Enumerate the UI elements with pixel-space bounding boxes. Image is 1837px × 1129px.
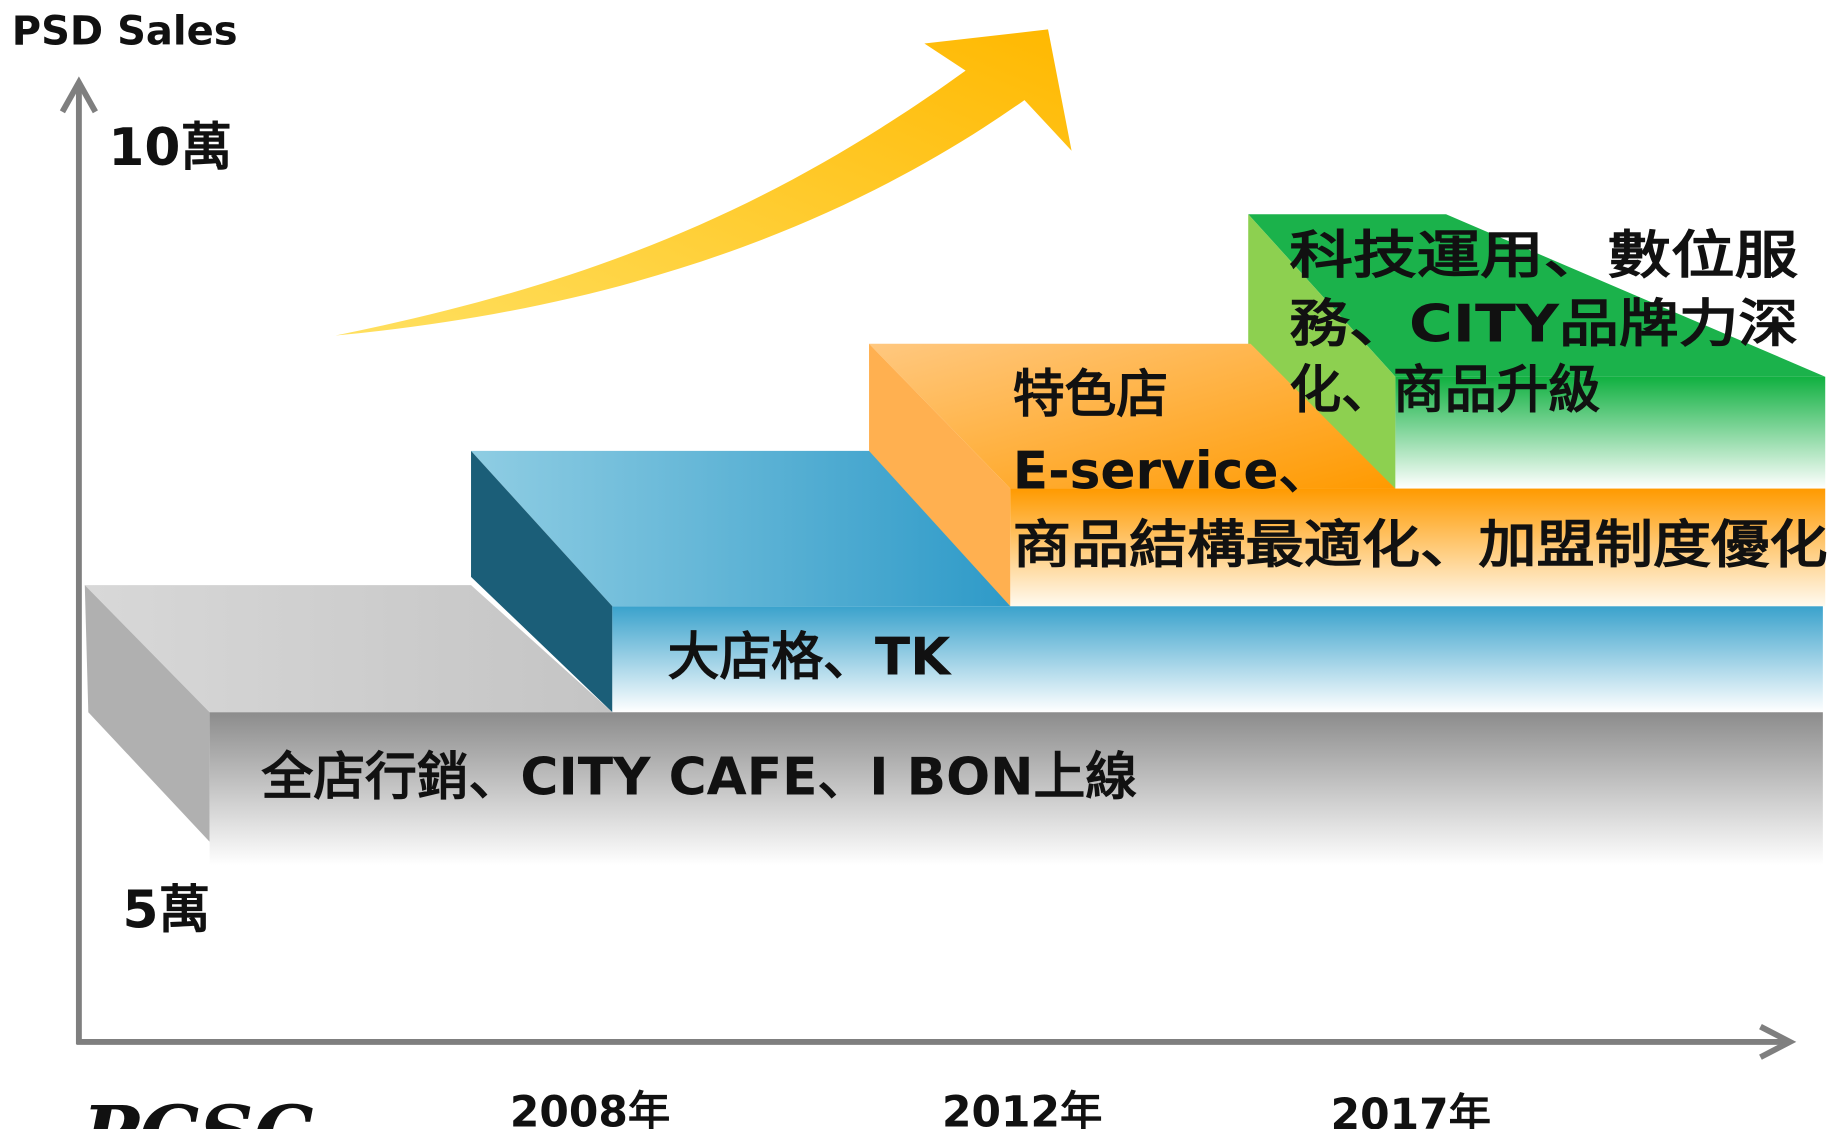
logo: PCSC: [80, 1089, 313, 1129]
y-label: 5萬: [122, 881, 210, 941]
step-label: 大店格、TK: [668, 628, 953, 688]
page: {"axis": {"y_title": "PSD Sales", "y_top…: [0, 0, 1837, 1129]
diagram: PSD Sales 10萬 5萬 2008年 2012年 2017年 全店行銷、…: [0, 0, 1837, 1129]
step-label: 科技運用、數位服: [1289, 226, 1798, 286]
x-label: 2012年: [942, 1088, 1102, 1129]
y-label: 10萬: [108, 118, 232, 178]
step-label: E-service、: [1013, 442, 1331, 502]
axis-title: PSD Sales: [12, 9, 238, 55]
step-label: 特色店: [1013, 365, 1168, 425]
x-label: 2017年: [1331, 1090, 1491, 1129]
step-label: 化、商品升級: [1289, 360, 1600, 420]
step-label: 全店行銷、CITY CAFE、I BON上線: [260, 748, 1137, 808]
x-label: 2008年: [510, 1088, 670, 1129]
step-label: 商品結構最適化、加盟制度優化: [1013, 516, 1828, 576]
step-label: 務、CITY品牌力深: [1289, 294, 1798, 354]
growth-arrow: [336, 29, 1072, 335]
